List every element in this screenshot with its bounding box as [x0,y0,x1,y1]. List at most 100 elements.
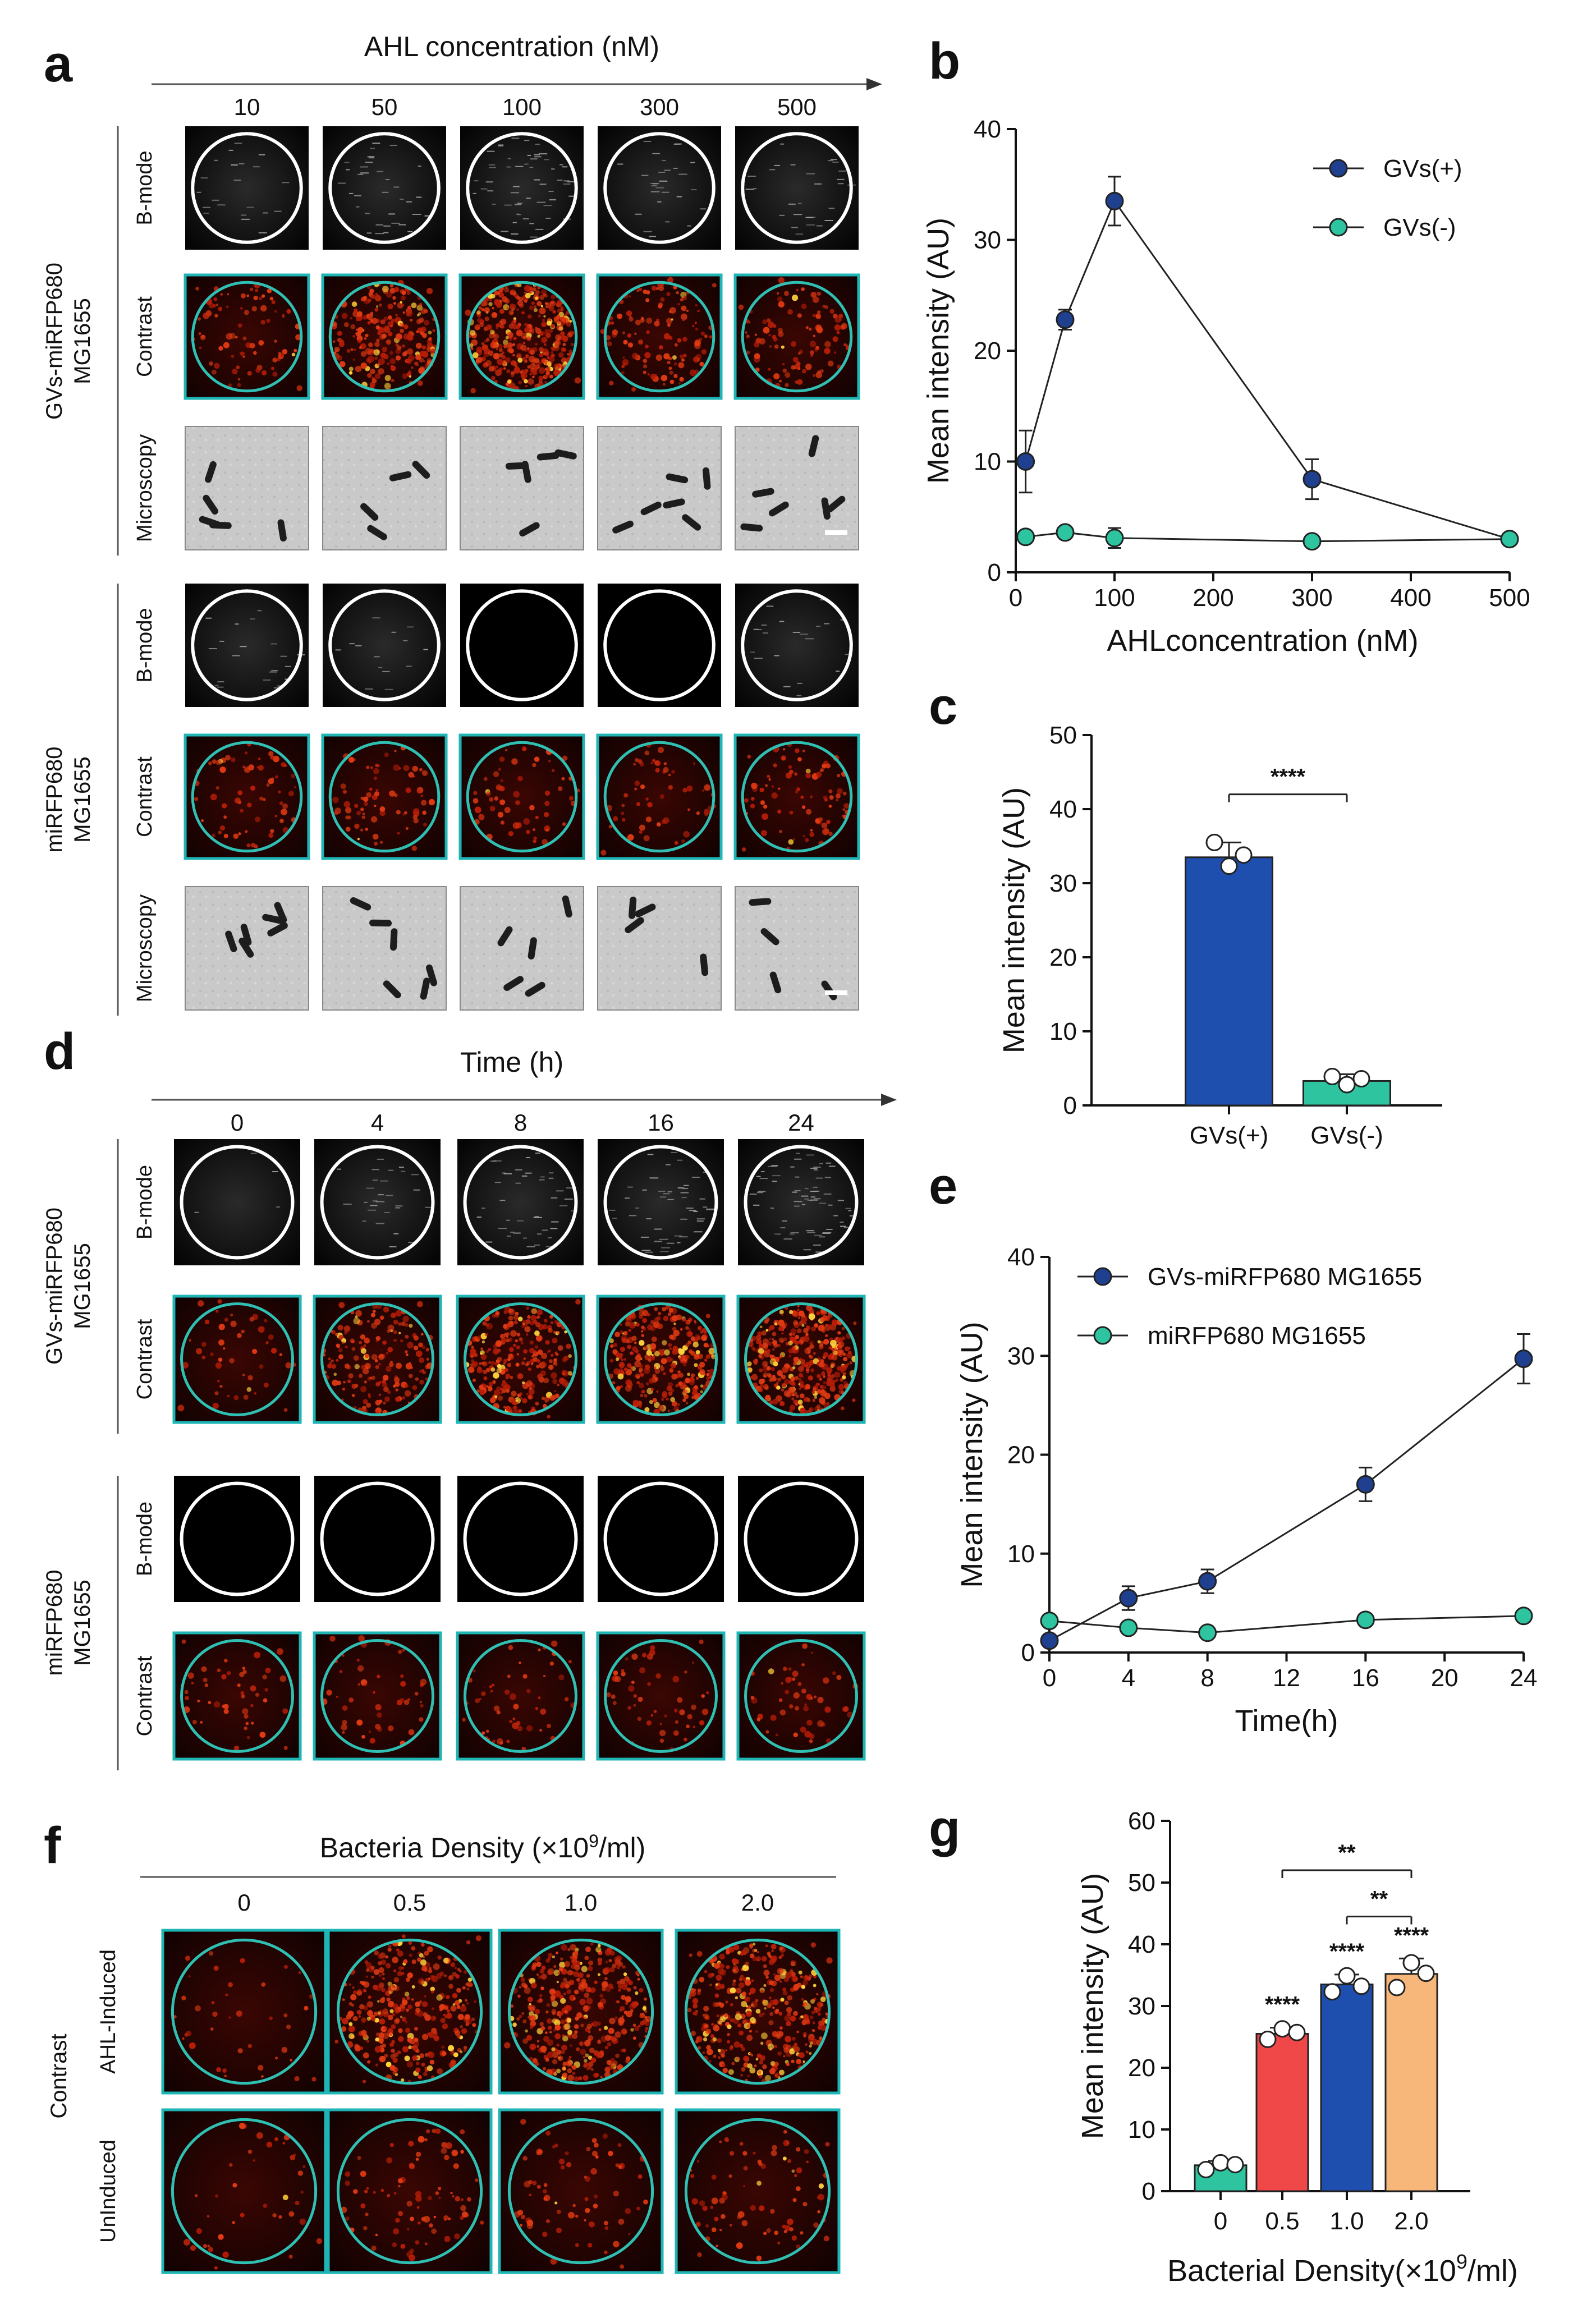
bmode-speckle [794,1201,802,1202]
contrast-spot [575,2016,579,2021]
contrast-spot [401,1321,406,1326]
bmode-speckle [534,1244,540,1246]
contrast-spot [838,1353,843,1357]
contrast-spot [651,286,657,291]
contrast-spot [535,1706,539,1710]
contrast-spot [705,1314,710,1319]
contrast-spot [621,804,625,807]
contrast-spot [415,2067,421,2073]
contrast-spot [639,824,645,831]
contrast-spot [846,1352,853,1359]
contrast-spot [290,773,296,778]
contrast-spot [369,288,374,293]
y-tick-label: 0 [988,559,1001,586]
contrast-spot [769,1358,777,1365]
contrast-spot [378,1967,384,1973]
contrast-spot [455,2030,461,2036]
bmode-speckle [366,1187,374,1189]
bmode-background [174,1139,300,1265]
contrast-spot [525,2029,528,2033]
bmode-speckle [263,679,271,681]
contrast-spot [368,1730,372,1733]
contrast-spot [639,1364,643,1369]
contrast-spot [523,1984,528,1989]
contrast-spot [767,2003,772,2008]
contrast-spot [397,345,402,350]
bmode-speckle [658,1191,666,1192]
contrast-spot [195,1348,203,1355]
contrast-spot [419,768,423,772]
contrast-spot [411,1959,416,1964]
bmode-speckle [845,1208,851,1209]
contrast-spot [367,321,371,325]
contrast-spot [695,1350,700,1355]
contrast-spot [768,322,774,328]
contrast-spot [480,1352,483,1355]
bmode-speckle [375,1201,385,1202]
contrast-spot [346,349,351,353]
contrast-spot [789,1336,794,1341]
contrast-spot [556,2209,561,2214]
contrast-spot [229,1358,235,1364]
contrast-spot [524,323,528,327]
contrast-spot [374,2046,382,2053]
contrast-spot [679,1355,686,1361]
contrast-spot [394,1377,400,1383]
contrast-spot [693,762,696,765]
contrast-spot [659,1723,662,1725]
bmode-speckle [687,225,691,227]
row-label: AHL-Induced [97,1949,120,2074]
bmode-speckle [416,196,422,198]
contrast-spot [547,320,552,326]
contrast-spot [622,1984,628,1990]
bmode-image [314,1476,441,1602]
contrast-spot [470,388,476,394]
contrast-spot [562,1373,565,1375]
contrast-spot [525,1363,529,1367]
contrast-spot [706,1344,710,1348]
contrast-spot [501,1337,507,1343]
bmode-speckle [810,1168,818,1169]
contrast-spot [356,319,359,322]
data-point [1056,523,1075,542]
contrast-spot [613,2241,620,2248]
contrast-spot [669,370,673,375]
contrast-spot [451,2150,458,2156]
contrast-spot [709,1984,712,1986]
contrast-spot [556,2033,559,2036]
contrast-spot [215,1362,222,1369]
bmode-speckle [803,1249,811,1251]
contrast-spot [630,2009,634,2013]
contrast-spot [775,2008,779,2012]
panel-a-column-labels: 10 50 100 300 500 [234,94,817,120]
contrast-spot [654,1317,659,1323]
contrast-spot [524,1987,531,1994]
contrast-spot [411,846,418,851]
contrast-spot [789,2048,795,2055]
contrast-spot [200,334,206,341]
contrast-spot [836,331,840,334]
contrast-spot [607,341,612,347]
bmode-speckle [813,1198,821,1200]
contrast-spot [695,304,698,307]
contrast-spot [231,757,236,763]
contrast-spot [781,1374,786,1380]
contrast-spot [436,1994,443,2001]
contrast-spot [345,2171,351,2177]
bmode-speckle [362,1220,366,1222]
contrast-spot [560,306,564,310]
contrast-spot [669,379,675,384]
column-label: 2.0 [741,1889,774,1916]
contrast-spot [392,2057,398,2063]
contrast-spot [466,2018,472,2025]
bmode-speckle [391,631,396,633]
contrast-spot [222,2251,229,2258]
bmode-speckle [389,145,397,146]
contrast-spot [366,765,370,769]
contrast-spot [421,345,426,350]
contrast-spot [773,373,780,380]
contrast-spot [638,1696,643,1702]
bmode-background [738,1139,864,1265]
contrast-spot [504,287,510,293]
contrast-spot [639,830,643,834]
